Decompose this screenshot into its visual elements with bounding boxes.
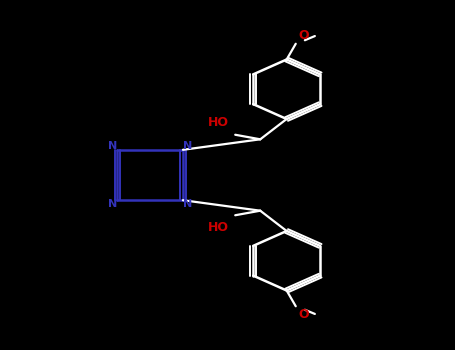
Text: N: N xyxy=(108,141,117,151)
Text: N: N xyxy=(183,141,192,151)
Text: HO: HO xyxy=(207,116,228,129)
Text: N: N xyxy=(108,199,117,209)
Text: O: O xyxy=(298,29,308,42)
Text: O: O xyxy=(298,308,308,321)
Text: HO: HO xyxy=(207,221,228,234)
Text: N: N xyxy=(183,199,192,209)
